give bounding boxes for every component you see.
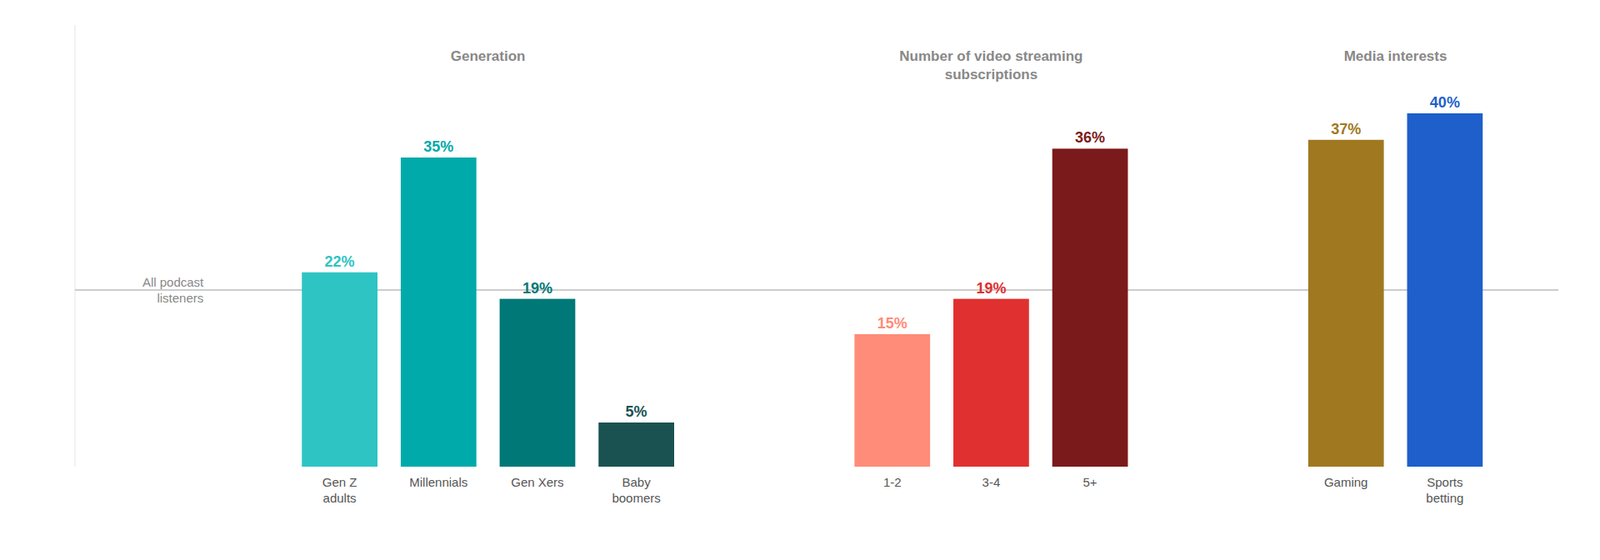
- x-tick-label: Gen Xers: [510, 475, 564, 490]
- bar: [854, 334, 930, 467]
- group-title: Number of video streamingsubscriptions: [899, 48, 1083, 83]
- value-label: 19%: [522, 280, 553, 297]
- x-tick-label: Millennials: [409, 475, 468, 490]
- x-tick-label: 3-4: [982, 475, 1001, 490]
- value-label: 35%: [423, 138, 454, 155]
- bar: [598, 422, 675, 467]
- y-axis-line: [75, 25, 76, 467]
- x-tick-label: Babyboomers: [611, 475, 660, 505]
- value-label: 19%: [975, 280, 1006, 297]
- reference-label: All podcastlisteners: [142, 275, 205, 305]
- x-tick-label: Gen Zadults: [322, 475, 358, 505]
- bar: [1052, 148, 1129, 467]
- bar: [1308, 140, 1385, 467]
- value-label: 5%: [625, 403, 648, 420]
- group-title: Media interests: [1344, 48, 1448, 65]
- bar: [400, 157, 477, 467]
- x-tick-label: 5+: [1083, 475, 1098, 490]
- x-tick-label: Gaming: [1324, 475, 1369, 490]
- group-title: Generation: [450, 48, 526, 65]
- value-label: 15%: [877, 315, 908, 332]
- value-label: 40%: [1430, 94, 1460, 111]
- value-label: 22%: [325, 253, 355, 270]
- bars: [301, 113, 1483, 467]
- labels: 22% Gen Zadults 35% Millennials 19% Gen Xers 5…: [322, 48, 1465, 505]
- value-label: 36%: [1075, 129, 1105, 146]
- bar: [1407, 113, 1484, 467]
- x-tick-label: 1-2: [883, 475, 902, 490]
- value-label: 37%: [1330, 120, 1361, 138]
- bar: [500, 299, 576, 467]
- bar: [953, 299, 1030, 467]
- bar: [301, 272, 378, 467]
- x-tick-label: Sportsbetting: [1425, 475, 1464, 505]
- chart: All podcastlisteners 22% Gen Zadults 35% Mil…: [0, 0, 1600, 560]
